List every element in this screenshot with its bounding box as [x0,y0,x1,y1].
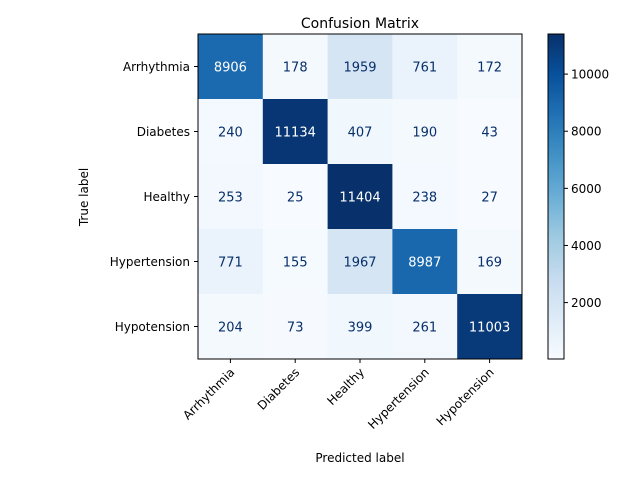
cell-value-label: 240 [218,126,243,141]
heatmap-cell [327,229,393,295]
heatmap-cell [262,34,329,100]
heatmap-cells [198,34,523,360]
colorbar-tick-label: 6000 [571,182,602,196]
cell-value-label: 8987 [408,256,441,271]
x-tick-label: Hypotension [434,365,497,428]
y-tick-label: Healthy [143,190,190,204]
x-tick-label: Arrhythmia [180,365,237,422]
cell-value-label: 11134 [275,126,316,141]
heatmap-cell [198,164,264,230]
colorbar [547,33,565,360]
cell-value-label: 261 [412,321,437,336]
cell-value-label: 11404 [339,191,380,206]
colorbar-tick-label: 10000 [571,68,609,82]
heatmap-cell-labels: 8906 178 1959 761 172 240 11134 407 190 43 253 25 11… [214,61,510,336]
colorbar-tick-label: 8000 [571,125,602,139]
y-axis-ticks: Arrhythmia Diabetes Healthy Hypertension Hyp… [110,60,198,334]
cell-value-label: 11003 [469,321,510,336]
cell-value-label: 178 [283,61,308,76]
heatmap-cell [457,229,523,295]
heatmap-cell [392,229,458,295]
heatmap-cell [198,34,264,100]
y-tick-label: Arrhythmia [123,60,190,74]
heatmap-cell [262,229,329,295]
x-tick-label: Healthy [324,365,367,408]
y-tick-label: Diabetes [137,125,190,139]
colorbar-ticks: 2000 4000 6000 8000 10000 [564,68,609,310]
x-tick-label: Diabetes [255,365,303,413]
x-tick-label: Hypertension [365,365,432,432]
heatmap-cell [392,99,458,165]
cell-value-label: 204 [218,321,243,336]
heatmap-cell [327,294,393,360]
cell-value-label: 190 [412,126,437,141]
heatmap-cell [262,99,329,165]
x-axis-label: Predicted label [315,451,404,465]
cell-value-label: 73 [287,321,304,336]
cell-value-label: 172 [477,61,502,76]
heatmap-cell [327,99,393,165]
heatmap-cell [198,229,264,295]
cell-value-label: 407 [348,126,373,141]
cell-value-label: 399 [348,321,373,336]
colorbar-tick-label: 2000 [571,296,602,310]
y-axis-label: True label [77,168,91,227]
heatmap-cell [327,164,393,230]
cell-value-label: 771 [218,256,243,271]
heatmap-cell [457,294,523,360]
cell-value-label: 761 [412,61,437,76]
cell-value-label: 155 [283,256,308,271]
cell-value-label: 25 [287,191,304,206]
heatmap-cell [392,294,458,360]
heatmap-cell [198,99,264,165]
cell-value-label: 1959 [343,61,376,76]
y-tick-label: Hypotension [115,320,190,334]
colorbar-tick-label: 4000 [571,239,602,253]
heatmap-cell [457,164,523,230]
heatmap-cell [392,34,458,100]
heatmap-cell [457,34,523,100]
cell-value-label: 169 [477,256,502,271]
heatmap-cell [198,294,264,360]
cell-value-label: 1967 [343,256,376,271]
cell-value-label: 43 [481,126,498,141]
cell-value-label: 27 [481,191,498,206]
heatmap-cell [327,34,393,100]
heatmap-cell [262,164,329,230]
cell-value-label: 8906 [214,61,247,76]
cell-value-label: 238 [412,191,437,206]
heatmap-cell [262,294,329,360]
cell-value-label: 253 [218,191,243,206]
heatmap-cell [392,164,458,230]
chart-title: Confusion Matrix [301,16,419,32]
y-tick-label: Hypertension [110,255,190,269]
heatmap-cell [457,99,523,165]
